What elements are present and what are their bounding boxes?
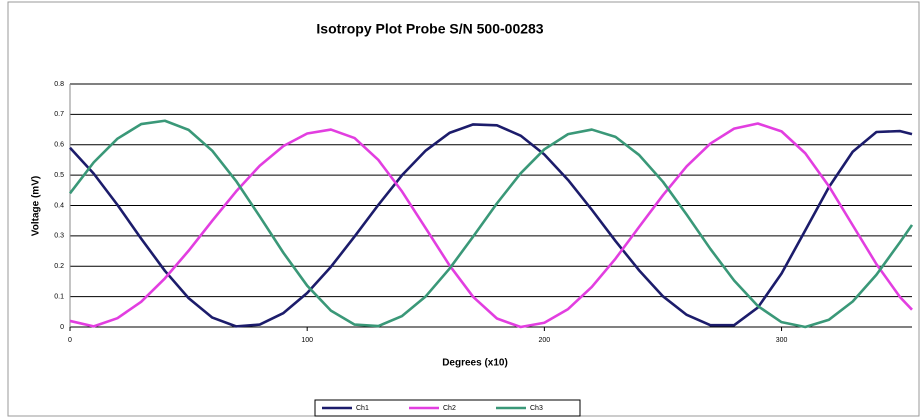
y-tick-label: 0.3 bbox=[54, 233, 64, 240]
series-line bbox=[69, 122, 913, 329]
legend-box bbox=[314, 399, 581, 417]
legend-label: Ch1 bbox=[356, 405, 369, 412]
x-tick-label: 0 bbox=[68, 337, 72, 344]
y-tick-label: 0.8 bbox=[54, 81, 64, 88]
y-tick-label: 0.6 bbox=[54, 142, 64, 149]
y-tick-label: 0 bbox=[60, 324, 64, 331]
y-axis-title: Voltage (mV) bbox=[31, 176, 42, 236]
x-tick-label: 200 bbox=[539, 337, 551, 344]
y-tick-label: 0.4 bbox=[54, 202, 64, 209]
x-tick-label: 100 bbox=[301, 337, 313, 344]
y-tick-label: 0.2 bbox=[54, 263, 64, 270]
legend-label: Ch3 bbox=[530, 405, 543, 412]
series-line bbox=[69, 123, 913, 328]
legend-label: Ch2 bbox=[443, 405, 456, 412]
y-tick-label: 0.1 bbox=[54, 293, 64, 300]
chart-title: Isotropy Plot Probe S/N 500-00283 bbox=[316, 21, 543, 37]
x-axis-title: Degrees (x10) bbox=[442, 358, 508, 369]
series-line bbox=[68, 119, 914, 329]
x-tick-label: 300 bbox=[776, 337, 788, 344]
chart-border bbox=[7, 1, 920, 417]
y-tick-label: 0.5 bbox=[54, 172, 64, 179]
y-tick-label: 0.7 bbox=[54, 111, 64, 118]
